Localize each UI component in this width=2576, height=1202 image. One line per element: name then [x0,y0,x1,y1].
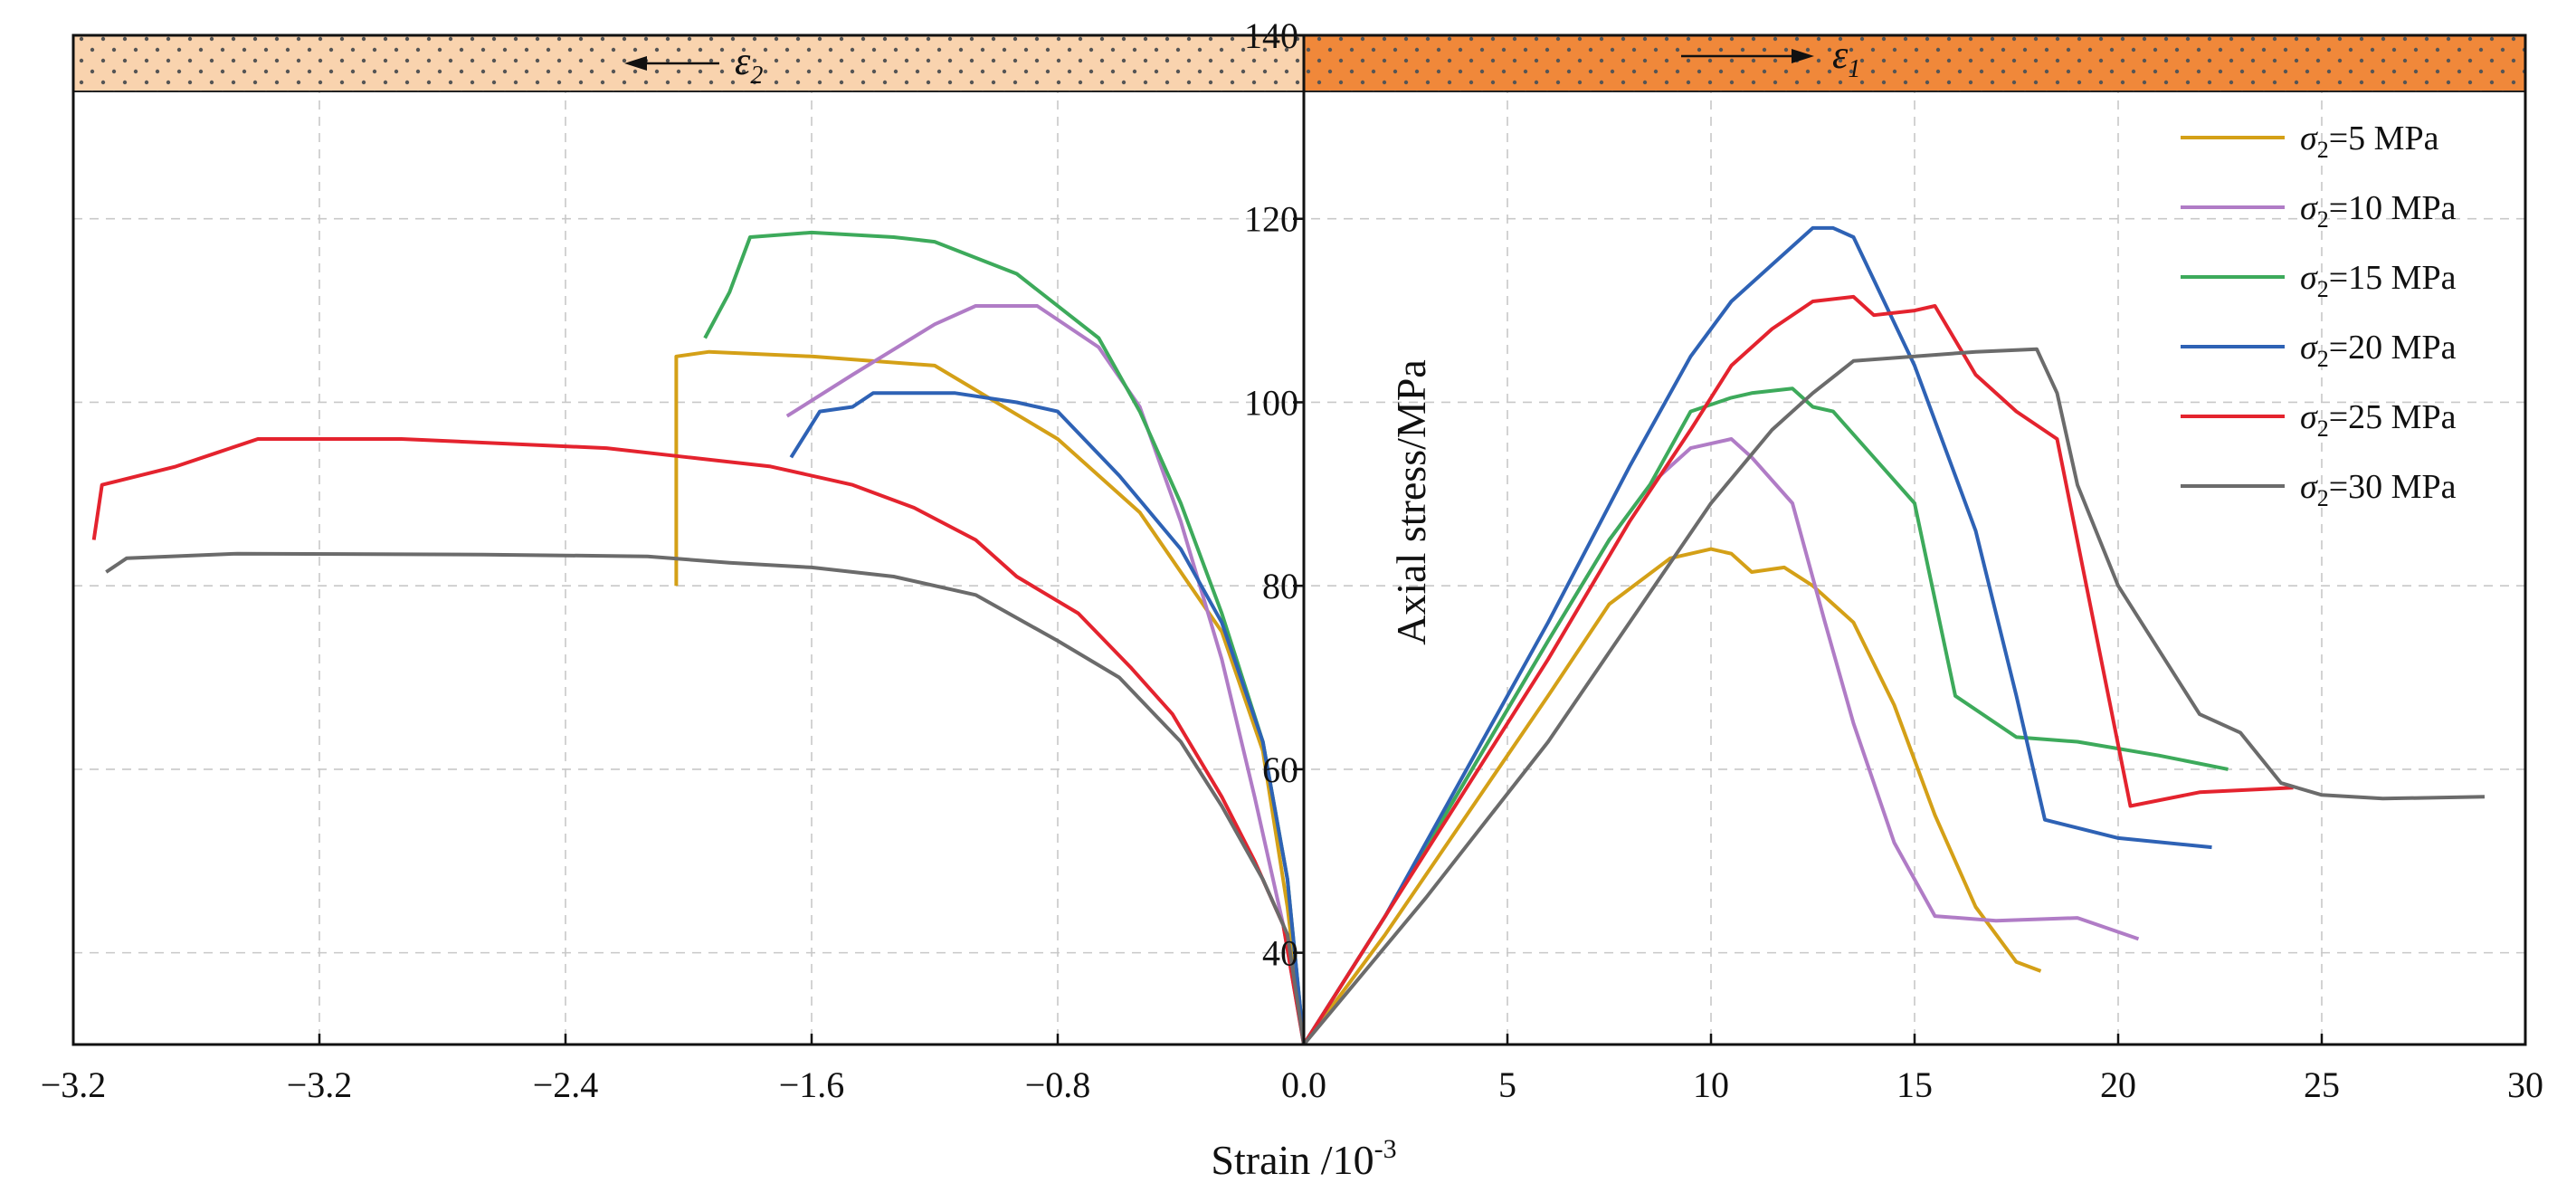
epsilon2-arrow [624,56,719,71]
y-tick-label: 100 [1244,382,1298,423]
x-tick-label: −1.6 [779,1064,845,1105]
legend-label: σ2=25 MPa [2300,398,2457,442]
legend: σ2=5 MPa σ2=10 MPa σ2=15 MPa σ2=20 MPa σ2=25… [2181,119,2457,511]
legend-label: σ2=10 MPa [2300,189,2457,233]
series-line-right-3 [1302,386,2229,1045]
series-line-right-5 [1302,294,2294,1045]
x-tick-label: 0.0 [1281,1064,1326,1105]
y-tick-label: 120 [1244,199,1298,240]
plot-frame [71,33,2527,1046]
x-axis-title: Strain /10-3 [1211,1134,1396,1183]
y-tick-label: 80 [1262,566,1298,606]
series-line-right-1 [1302,547,2042,1045]
series-line-left-2 [785,304,1306,1045]
y-tick-label: 60 [1262,749,1298,790]
series-line-left-5 [91,437,1306,1045]
y-tick-label: 140 [1244,15,1298,56]
legend-label: σ2=15 MPa [2300,259,2457,302]
series-line-left-4 [789,391,1306,1045]
x-tick-label: 10 [1693,1064,1729,1105]
x-tick-label: −3.2 [41,1064,107,1105]
x-tick-label: 15 [1896,1064,1933,1105]
x-tick-label: −0.8 [1025,1064,1091,1105]
y-axis-title: Axial stress/MPa [1388,359,1434,645]
epsilon1-arrow [1681,49,1814,63]
x-tick-label: −2.4 [533,1064,599,1105]
series-layer [91,225,2486,1045]
legend-label: σ2=30 MPa [2300,468,2457,511]
x-tick-label: 30 [2507,1064,2543,1105]
x-tick-label: 25 [2304,1064,2340,1105]
x-tick-label: 20 [2100,1064,2136,1105]
epsilon2-label: ε2 [735,39,763,90]
series-line-right-4 [1302,225,2212,1045]
y-tick-label: 40 [1262,933,1298,974]
x-tick-label: 5 [1498,1064,1516,1105]
x-tick-label: −3.2 [287,1064,353,1105]
legend-label: σ2=20 MPa [2300,329,2457,372]
series-line-left-1 [674,349,1306,1045]
series-line-left-6 [105,551,1306,1045]
axis-ticks: −3.2 −3.2 −2.4 −1.6 −0.8 0.0 5 10 15 20 25 30 40 60 80… [41,15,2543,1105]
legend-label: σ2=5 MPa [2300,119,2439,163]
axial-strain-band-pattern [1304,35,2525,91]
series-line-right-6 [1302,347,2486,1045]
epsilon1-label: ε1 [1832,33,1860,83]
grid-lines [73,35,2525,1045]
